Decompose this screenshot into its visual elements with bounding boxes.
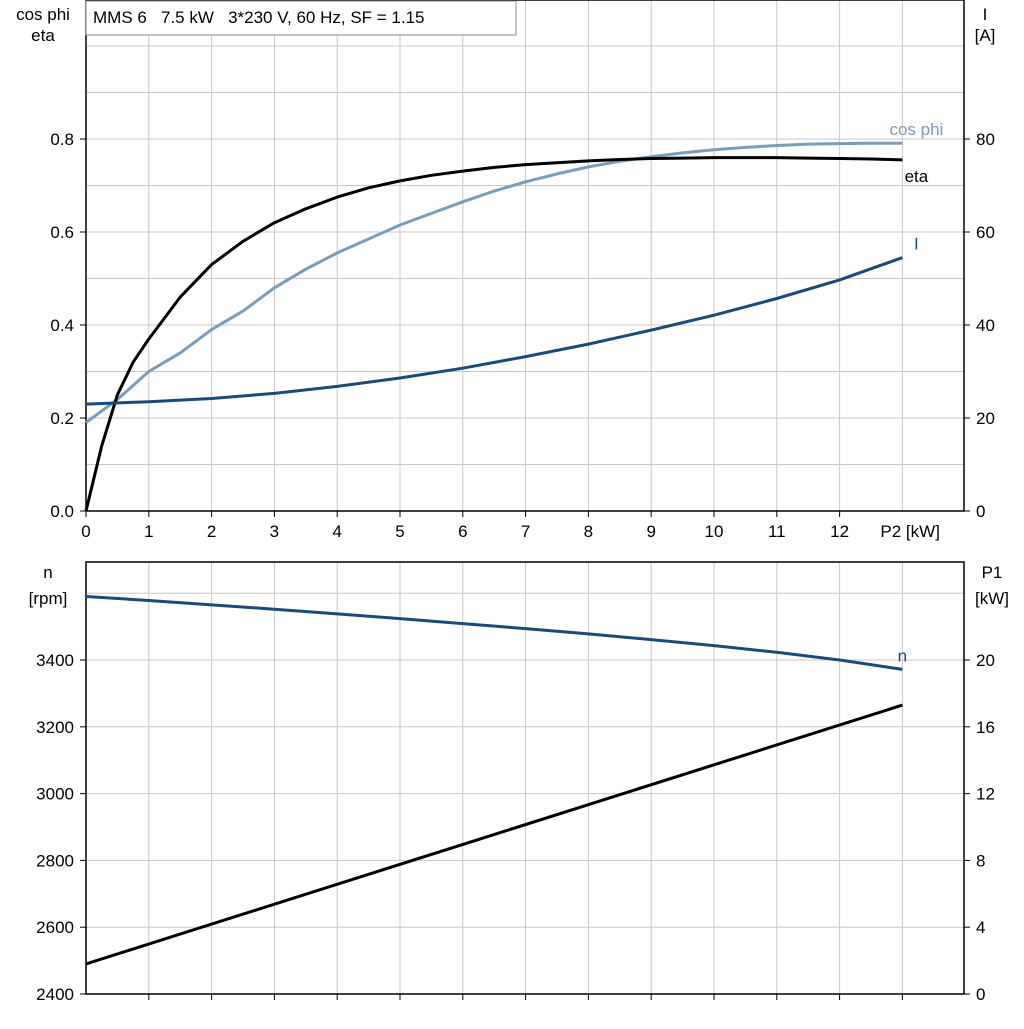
chart-title: MMS 6 7.5 kW 3*230 V, 60 Hz, SF = 1.15 — [93, 8, 425, 27]
top-x-tick-label: 11 — [768, 522, 786, 541]
bottom-left-tick-label: 3400 — [36, 651, 74, 670]
top-left-axis-label-line2: eta — [31, 26, 55, 45]
top-x-tick-label: 5 — [395, 522, 404, 541]
top-x-tick-label: 1 — [144, 522, 153, 541]
series-unnamed-1-line — [85, 703, 903, 966]
series-i-line — [85, 256, 903, 406]
bottom-plot-frame — [85, 561, 965, 995]
top-x-tick-label: 10 — [705, 522, 724, 541]
bottom-right-tick-label: 0 — [976, 985, 985, 1004]
bottom-left-tick-label: 3000 — [36, 785, 74, 804]
bottom-left-tick-label: 2400 — [36, 985, 74, 1004]
top-plot-grid — [85, 0, 965, 512]
top-x-tick-label: 2 — [207, 522, 216, 541]
bottom-right-axis-label-line1: P1 — [982, 563, 1003, 582]
top-left-tick-label: 0.6 — [50, 223, 74, 242]
top-x-tick-label: 4 — [332, 522, 341, 541]
top-left-tick-label: 0.0 — [50, 502, 74, 521]
bottom-right-tick-label: 20 — [976, 651, 995, 670]
series-n-label: n — [898, 646, 907, 665]
bottom-right-axis-label-line2: [kW] — [975, 589, 1009, 608]
top-x-tick-label: 9 — [646, 522, 655, 541]
series-cos-phi-line — [85, 141, 903, 424]
top-right-tick-label: 40 — [976, 316, 995, 335]
top-right-tick-label: 80 — [976, 130, 995, 149]
top-x-tick-label: 3 — [270, 522, 279, 541]
top-right-tick-label: 20 — [976, 409, 995, 428]
top-left-tick-label: 0.4 — [50, 316, 74, 335]
series-i-label: I — [914, 235, 919, 254]
top-x-tick-label: 12 — [830, 522, 849, 541]
bottom-right-tick-label: 4 — [976, 918, 985, 937]
top-x-tick-label: 6 — [458, 522, 467, 541]
top-x-tick-label: 0 — [81, 522, 90, 541]
bottom-left-axis-label-line2: [rpm] — [29, 589, 68, 608]
top-right-axis-label-line2: [A] — [975, 26, 996, 45]
top-right-tick-label: 60 — [976, 223, 995, 242]
bottom-left-tick-label: 3200 — [36, 718, 74, 737]
bottom-plot-series: n — [85, 595, 907, 966]
series-cos-phi-label: cos phi — [889, 120, 943, 139]
top-x-tick-label: 8 — [584, 522, 593, 541]
bottom-right-tick-label: 8 — [976, 851, 985, 870]
top-left-tick-label: 0.8 — [50, 130, 74, 149]
bottom-plot-grid — [85, 561, 965, 995]
series-n-line — [85, 595, 903, 671]
bottom-left-tick-label: 2600 — [36, 918, 74, 937]
top-plot-frame — [85, 0, 965, 512]
top-plot-series: cos phi eta I — [84, 120, 943, 512]
top-right-axis-label-line1: I — [983, 5, 988, 24]
series-eta-line — [84, 156, 903, 512]
top-x-tick-label: 7 — [521, 522, 530, 541]
chart-title-box — [85, 0, 517, 36]
bottom-right-tick-label: 12 — [976, 785, 995, 804]
top-right-tick-label: 0 — [976, 502, 985, 521]
top-x-axis-label: P2 [kW] — [880, 522, 940, 541]
bottom-right-tick-label: 16 — [976, 718, 995, 737]
top-left-tick-label: 0.2 — [50, 409, 74, 428]
bottom-left-axis-label-line1: n — [43, 563, 52, 582]
bottom-left-tick-label: 2800 — [36, 851, 74, 870]
top-left-axis-label-line1: cos phi — [16, 5, 70, 24]
series-eta-label: eta — [905, 167, 929, 186]
